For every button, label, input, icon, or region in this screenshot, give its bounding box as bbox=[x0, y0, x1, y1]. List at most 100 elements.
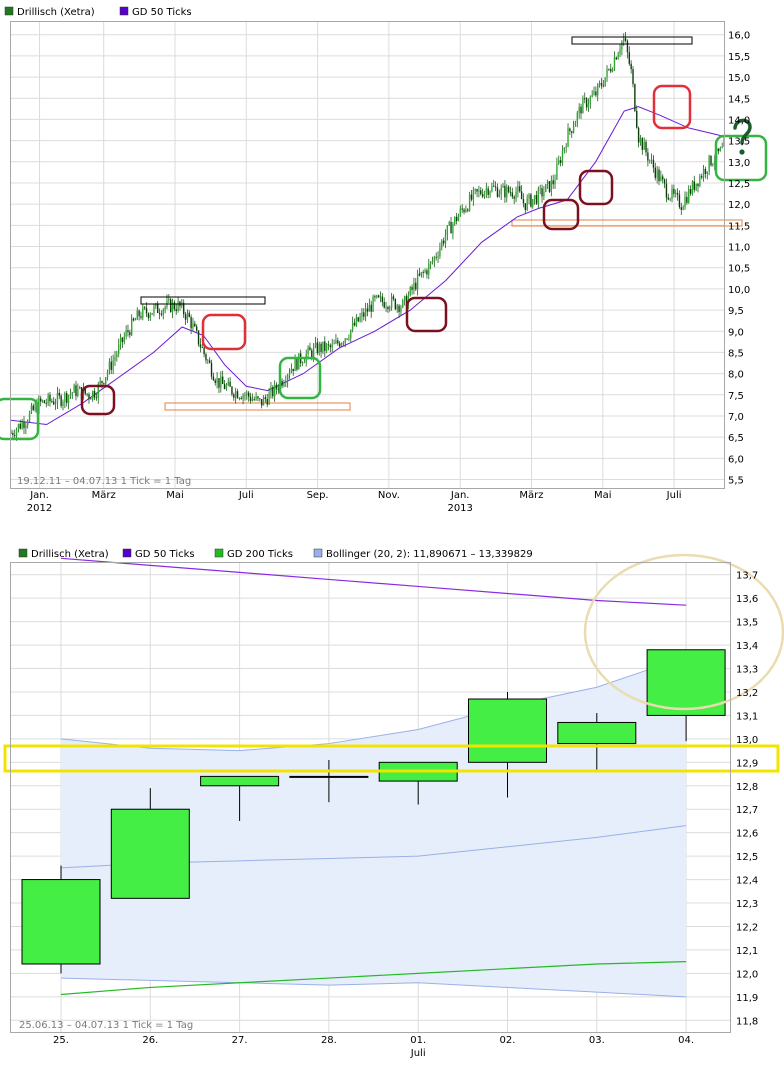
price-candle-body bbox=[322, 341, 324, 352]
top-y-tick-label: 10,0 bbox=[728, 285, 750, 296]
price-candle-body bbox=[155, 303, 157, 307]
price-candle-body bbox=[116, 353, 118, 358]
price-candle-body bbox=[429, 261, 432, 264]
price-candle-body bbox=[574, 122, 577, 127]
price-candle-body bbox=[316, 342, 319, 354]
price-candle-body bbox=[88, 394, 90, 399]
bottom-y-tick-label: 12,9 bbox=[736, 758, 758, 769]
price-candle-body bbox=[697, 183, 699, 187]
price-candle-body bbox=[517, 186, 519, 192]
price-candle-body bbox=[199, 344, 202, 348]
bottom-y-tick-label: 12,0 bbox=[736, 969, 758, 980]
price-candle-body bbox=[636, 110, 638, 128]
price-candle-body bbox=[428, 263, 430, 275]
price-candle-body bbox=[290, 368, 293, 373]
price-candle-body bbox=[246, 392, 248, 395]
price-candle-body bbox=[79, 387, 81, 389]
price-candle-body bbox=[84, 388, 86, 394]
price-candle-body bbox=[472, 189, 475, 200]
price-candle-body bbox=[604, 77, 606, 86]
candle-body bbox=[21, 879, 101, 965]
bottom-y-tick-label: 11,8 bbox=[736, 1016, 758, 1027]
resistance-bar-2012 bbox=[140, 296, 266, 305]
top-x-tick-label: Sep. bbox=[307, 490, 329, 501]
price-candle-body bbox=[249, 396, 252, 401]
price-candle-body bbox=[149, 314, 151, 318]
price-candle-body bbox=[346, 338, 348, 340]
price-candle-body bbox=[569, 128, 571, 132]
price-candle-body bbox=[563, 147, 566, 151]
price-candle-body bbox=[91, 391, 94, 400]
price-candle-body bbox=[556, 163, 558, 180]
bottom-annotations bbox=[3, 553, 784, 773]
price-candle-body bbox=[273, 384, 276, 397]
price-candle-body bbox=[480, 190, 482, 195]
price-candle-body bbox=[281, 381, 283, 386]
price-candle-body bbox=[613, 57, 616, 70]
price-candle-body bbox=[177, 301, 179, 311]
price-candle-body bbox=[288, 372, 291, 376]
price-candle-body bbox=[416, 273, 419, 290]
price-candle-body bbox=[658, 169, 660, 182]
price-candle-body bbox=[461, 208, 463, 210]
price-candle-body bbox=[509, 192, 512, 193]
price-candle-body bbox=[266, 399, 268, 405]
price-candle-body bbox=[318, 343, 320, 354]
price-candle-body bbox=[468, 194, 471, 211]
price-candle-body bbox=[576, 112, 579, 123]
price-candle-body bbox=[710, 155, 712, 166]
price-candle-body bbox=[507, 186, 510, 193]
top-annotations bbox=[0, 36, 768, 441]
price-candle-body bbox=[114, 357, 116, 361]
price-candle-body bbox=[582, 98, 584, 114]
price-candle-body bbox=[689, 189, 692, 194]
price-candle-body bbox=[537, 188, 540, 204]
price-candle-body bbox=[67, 395, 70, 403]
price-candle-body bbox=[298, 353, 300, 370]
price-candle-body bbox=[173, 302, 176, 310]
bottom-y-tick-label: 12,3 bbox=[736, 899, 758, 910]
price-candle-body bbox=[487, 188, 489, 195]
price-candle-body bbox=[450, 221, 452, 234]
price-candle-body bbox=[591, 94, 593, 97]
price-candle-body bbox=[385, 307, 387, 308]
price-candle-body bbox=[396, 305, 398, 310]
top-y-tick-label: 12,5 bbox=[728, 179, 750, 190]
price-candle-body bbox=[515, 191, 517, 199]
price-candle-body bbox=[361, 312, 363, 317]
price-candle-body bbox=[195, 326, 198, 331]
candle-body bbox=[200, 775, 280, 787]
price-candle-body bbox=[467, 209, 469, 211]
price-candle-body bbox=[660, 176, 662, 182]
top-y-tick-label: 9,0 bbox=[728, 327, 744, 338]
price-candle-body bbox=[104, 377, 107, 384]
price-candle-body bbox=[639, 138, 642, 143]
price-candle-body bbox=[598, 83, 601, 85]
bottom-y-tick-label: 13,7 bbox=[736, 571, 758, 582]
price-candle-body bbox=[606, 68, 608, 78]
price-candle-body bbox=[708, 155, 710, 172]
price-candle-body bbox=[15, 429, 18, 436]
price-candle-body bbox=[611, 69, 614, 72]
top-x-tick-label: Jan. bbox=[29, 490, 49, 501]
top-x-tick-label: März bbox=[92, 490, 116, 501]
price-candle-body bbox=[251, 399, 254, 401]
price-candle-body bbox=[348, 338, 350, 340]
price-candle-body bbox=[381, 296, 384, 303]
price-candle-body bbox=[494, 186, 497, 188]
price-candle-body bbox=[376, 295, 378, 298]
price-candle-body bbox=[693, 181, 695, 190]
price-candle-body bbox=[216, 378, 218, 383]
price-candle-body bbox=[188, 312, 190, 317]
price-candle-body bbox=[28, 412, 31, 422]
bottom-x-tick-label: 27. bbox=[232, 1035, 248, 1046]
price-candle-body bbox=[12, 433, 14, 436]
candle-body bbox=[468, 698, 547, 763]
price-candle-body bbox=[686, 196, 688, 203]
price-candle-body bbox=[379, 296, 382, 298]
bottom-y-tick-label: 13,6 bbox=[736, 594, 758, 605]
price-candle-body bbox=[262, 397, 265, 406]
candle-body bbox=[289, 775, 369, 778]
price-candle-body bbox=[160, 313, 163, 315]
price-candle-body bbox=[86, 393, 88, 395]
